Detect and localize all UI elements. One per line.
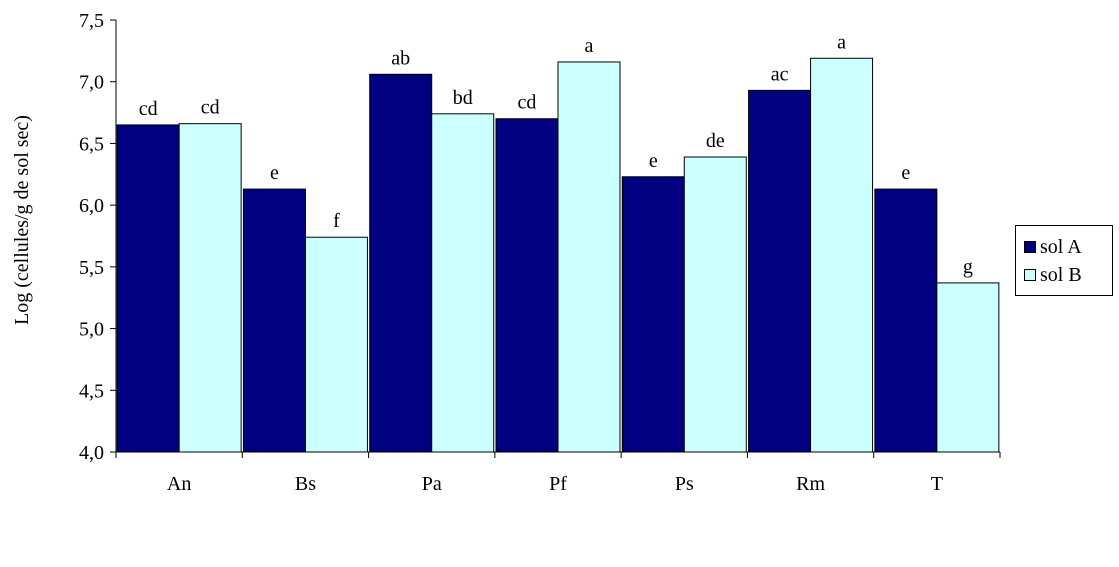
data-label-sol-b-t: g — [963, 256, 973, 278]
bar-sol-b-rm — [810, 57, 874, 453]
legend-item-sol-b: sol B — [1024, 264, 1082, 286]
y-axis-label: Log (cellules/g de sol sec) — [11, 115, 33, 325]
data-label-sol-a-ps: e — [649, 150, 658, 172]
bar-sol-b-ps — [683, 156, 747, 453]
legend-swatch-sol-b — [1024, 269, 1036, 281]
data-label-sol-a-bs: e — [270, 162, 279, 184]
x-tick-label-pf: Pf — [549, 473, 567, 495]
y-tick-label: 6,0 — [79, 195, 104, 217]
x-tick-label-an: An — [167, 473, 191, 495]
legend-label-sol-a: sol A — [1040, 235, 1082, 258]
y-tick-label: 7,5 — [79, 10, 104, 32]
data-label-sol-b-an: cd — [201, 97, 220, 119]
data-label-sol-a-rm: ac — [771, 63, 789, 85]
y-tick-label: 5,5 — [79, 257, 104, 279]
x-tick-label-ps: Ps — [675, 473, 694, 495]
data-label-sol-b-rm: a — [837, 31, 846, 53]
y-tick-label: 4,0 — [79, 442, 104, 464]
x-tick-label-rm: Rm — [796, 473, 825, 495]
data-label-sol-a-an: cd — [139, 98, 158, 120]
y-tick-label: 4,5 — [79, 380, 104, 402]
data-label-sol-a-pa: ab — [391, 47, 410, 69]
data-label-sol-a-t: e — [901, 162, 910, 184]
bar-sol-a-bs — [242, 188, 306, 453]
plot-area: 4,0 4,5 5,0 5,5 6,0 6,5 7,0 7,5 cd cd An e f Bs ab bd Pa… — [79, 10, 1001, 495]
data-label-sol-a-pf: cd — [518, 92, 537, 114]
bar-sol-a-an — [116, 124, 180, 453]
legend: sol A sol B — [1015, 225, 1113, 296]
bar-sol-b-pa — [431, 113, 495, 453]
x-tick-label-pa: Pa — [422, 473, 442, 495]
data-label-sol-b-pf: a — [585, 35, 594, 57]
legend-swatch-sol-a — [1024, 241, 1036, 253]
x-tick-label-t: T — [931, 473, 943, 495]
bar-sol-b-t — [936, 282, 1000, 453]
data-label-sol-b-pa: bd — [453, 87, 473, 109]
bar-sol-b-an — [178, 123, 242, 453]
legend-label-sol-b: sol B — [1040, 263, 1082, 286]
bar-sol-b-bs — [304, 236, 368, 453]
bar-sol-b-pf — [557, 61, 621, 453]
data-label-sol-b-ps: de — [706, 130, 725, 152]
y-tick-label: 7,0 — [79, 72, 104, 94]
y-tick-label: 5,0 — [79, 319, 104, 341]
legend-item-sol-a: sol A — [1024, 236, 1082, 258]
y-tick-label: 6,5 — [79, 133, 104, 155]
data-label-sol-b-bs: f — [333, 210, 340, 232]
bar-sol-a-t — [874, 188, 938, 453]
bar-sol-a-rm — [748, 89, 812, 453]
bar-sol-a-pf — [495, 118, 559, 453]
bar-sol-a-ps — [621, 176, 685, 453]
bar-sol-a-pa — [369, 73, 433, 453]
x-tick-label-bs: Bs — [295, 473, 316, 495]
